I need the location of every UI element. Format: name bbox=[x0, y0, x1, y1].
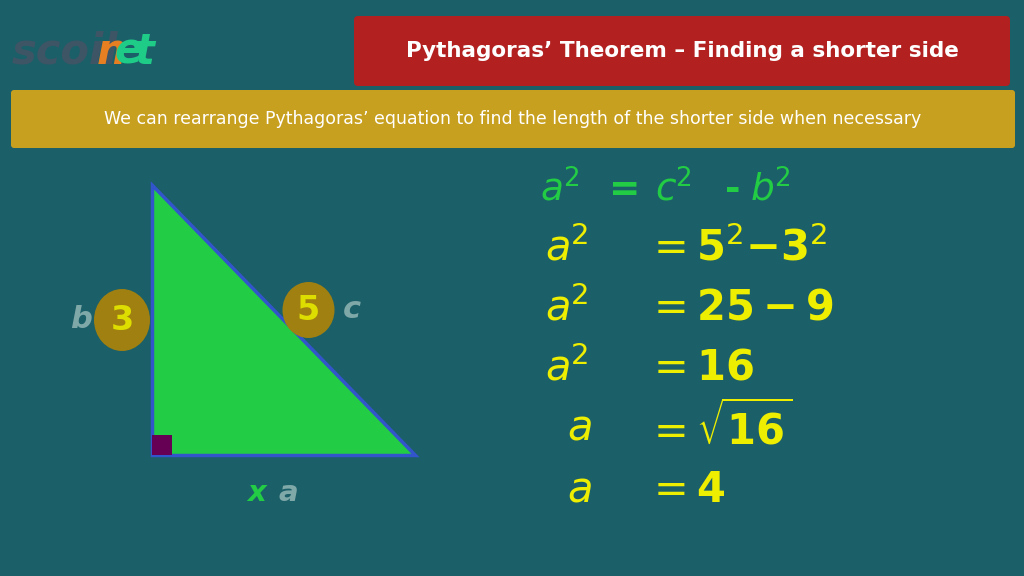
Text: t: t bbox=[134, 31, 154, 73]
Text: 5: 5 bbox=[297, 294, 321, 327]
Text: c: c bbox=[342, 295, 360, 324]
Text: $= \mathbf{4}$: $= \mathbf{4}$ bbox=[645, 469, 725, 511]
Bar bbox=[152, 435, 172, 455]
Text: $\mathbf{\mathit{a}}$: $\mathbf{\mathit{a}}$ bbox=[567, 407, 592, 449]
Text: x: x bbox=[247, 479, 265, 507]
Text: $\mathbf{\mathit{a}}^2$: $\mathbf{\mathit{a}}^2$ bbox=[545, 347, 589, 389]
FancyBboxPatch shape bbox=[354, 16, 1010, 86]
Text: -: - bbox=[725, 172, 740, 208]
Ellipse shape bbox=[94, 289, 150, 351]
Text: We can rearrange Pythagoras’ equation to find the length of the shorter side whe: We can rearrange Pythagoras’ equation to… bbox=[104, 110, 922, 128]
Polygon shape bbox=[152, 185, 415, 455]
Text: $\mathbf{\mathit{a}}^2$: $\mathbf{\mathit{a}}^2$ bbox=[540, 170, 580, 210]
Text: n: n bbox=[97, 31, 127, 73]
Text: Pythagoras’ Theorem – Finding a shorter side: Pythagoras’ Theorem – Finding a shorter … bbox=[406, 41, 958, 61]
Text: $= \mathbf{16}$: $= \mathbf{16}$ bbox=[645, 347, 754, 389]
FancyBboxPatch shape bbox=[11, 90, 1015, 148]
Ellipse shape bbox=[283, 282, 335, 338]
Text: $= \sqrt{\mathbf{16}}$: $= \sqrt{\mathbf{16}}$ bbox=[645, 402, 793, 454]
Text: scoil: scoil bbox=[12, 31, 119, 73]
Text: =: = bbox=[608, 172, 639, 208]
Text: e: e bbox=[115, 31, 143, 73]
Text: $\mathbf{\mathit{c}}^2$: $\mathbf{\mathit{c}}^2$ bbox=[655, 170, 692, 210]
Text: $\mathbf{\mathit{a}}^2$: $\mathbf{\mathit{a}}^2$ bbox=[545, 227, 589, 269]
Text: a: a bbox=[279, 479, 298, 507]
Text: $= \mathbf{25 - 9}$: $= \mathbf{25 - 9}$ bbox=[645, 287, 834, 329]
Text: $= \mathbf{5}^2 \mathbf{-} \mathbf{3}^2$: $= \mathbf{5}^2 \mathbf{-} \mathbf{3}^2$ bbox=[645, 227, 827, 269]
Text: $\mathbf{\mathit{a}}$: $\mathbf{\mathit{a}}$ bbox=[567, 469, 592, 511]
Text: $\mathbf{\mathit{b}}^2$: $\mathbf{\mathit{b}}^2$ bbox=[750, 170, 791, 210]
Text: 3: 3 bbox=[111, 304, 133, 336]
Text: $\mathbf{\mathit{a}}^2$: $\mathbf{\mathit{a}}^2$ bbox=[545, 287, 589, 329]
Text: b: b bbox=[70, 305, 92, 335]
